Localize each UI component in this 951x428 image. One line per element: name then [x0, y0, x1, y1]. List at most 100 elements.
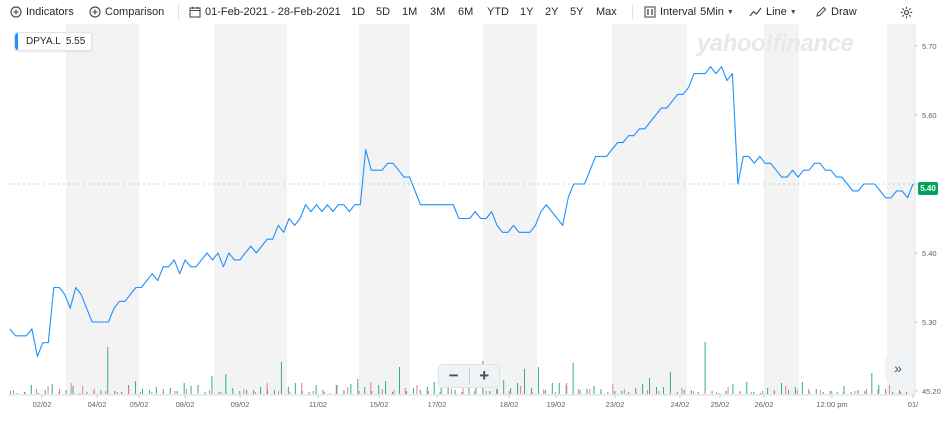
- pencil-icon: [815, 6, 827, 18]
- volume-bar-up: [649, 378, 651, 394]
- volume-bar-up: [350, 384, 352, 394]
- zoom-out-button[interactable]: −: [448, 366, 459, 385]
- volume-bar-up: [697, 392, 699, 394]
- volume-bar-down: [358, 391, 360, 394]
- volume-bar-up: [815, 389, 817, 394]
- volume-bar-down: [162, 389, 164, 394]
- volume-bar-up: [405, 391, 407, 394]
- x-tick-label: 05/02: [130, 400, 149, 409]
- range-5y[interactable]: 5Y: [570, 4, 583, 20]
- range-6m[interactable]: 6M: [458, 4, 473, 20]
- volume-bar-up: [79, 393, 81, 394]
- range-label: 5D: [376, 6, 391, 18]
- indicators-label: Indicators: [26, 6, 74, 18]
- x-tick-label: 04/02: [88, 400, 107, 409]
- volume-bar-up: [398, 367, 400, 394]
- volume-bar-up: [801, 382, 803, 394]
- x-tick-label: 11/02: [309, 400, 327, 409]
- volume-bar-down: [531, 392, 533, 394]
- volume-bar-down: [497, 389, 499, 394]
- gear-icon: [900, 6, 913, 19]
- y-tick-label: 5.60: [922, 111, 937, 120]
- volume-bar-down: [231, 393, 233, 394]
- volume-bar-down: [139, 392, 141, 394]
- volume-bar-up: [822, 392, 824, 394]
- chart-type-dropdown[interactable]: Line ▼: [749, 4, 797, 20]
- date-range-label: 01-Feb-2021 - 28-Feb-2021: [205, 6, 341, 18]
- volume-bar-up: [336, 385, 338, 394]
- volume-bar-up: [23, 392, 25, 394]
- comparison-button[interactable]: Comparison: [89, 4, 164, 20]
- toolbar-divider: [178, 4, 179, 20]
- volume-bar-up: [850, 392, 852, 394]
- volume-bar-down: [854, 391, 856, 394]
- range-1y[interactable]: 1Y: [520, 4, 533, 20]
- volume-bar-down: [888, 385, 890, 394]
- volume-bar-down: [693, 391, 695, 394]
- indicators-button[interactable]: Indicators: [10, 4, 74, 20]
- volume-bar-up: [232, 388, 234, 394]
- volume-bar-down: [208, 390, 210, 394]
- volume-bar-up: [197, 385, 199, 394]
- volume-bar-down: [508, 391, 510, 394]
- volume-bar-down: [70, 383, 72, 394]
- volume-bar-up: [808, 391, 810, 394]
- x-tick-label: 26/02: [755, 400, 774, 409]
- x-tick-label: 23/02: [606, 400, 625, 409]
- volume-bar-down: [381, 389, 383, 394]
- volume-bar-down: [877, 390, 879, 394]
- volume-bar-up: [204, 392, 206, 394]
- interval-value: 5Min: [700, 6, 724, 18]
- volume-bar-up: [100, 390, 102, 394]
- x-tick-label: 19/02: [547, 400, 566, 409]
- range-2y[interactable]: 2Y: [545, 4, 558, 20]
- settings-button[interactable]: [900, 4, 917, 20]
- volume-bar-up: [593, 386, 595, 394]
- volume-bar-up: [280, 362, 282, 394]
- zoom-in-button[interactable]: +: [479, 366, 490, 385]
- toolbar-divider: [632, 4, 633, 20]
- scroll-to-latest-button[interactable]: »: [885, 357, 911, 379]
- plus-circle-icon: [10, 6, 22, 18]
- volume-bar-down: [577, 389, 579, 394]
- interval-dropdown[interactable]: Interval 5Min ▼: [644, 4, 734, 20]
- volume-bar-down: [704, 390, 706, 394]
- grid-stripe: [483, 24, 537, 395]
- chart-area[interactable]: 5.705.605.505.405.3045.2002/0204/0205/02…: [0, 24, 951, 428]
- volume-bar-up: [419, 390, 421, 394]
- volume-bar-up: [392, 392, 394, 394]
- range-1m[interactable]: 1M: [402, 4, 417, 20]
- range-5d[interactable]: 5D: [376, 4, 390, 20]
- draw-button[interactable]: Draw: [815, 4, 857, 20]
- x-tick-label: 08/02: [176, 400, 195, 409]
- volume-bar-up: [148, 390, 150, 394]
- volume-bar-up: [510, 388, 512, 394]
- range-3m[interactable]: 3M: [430, 4, 445, 20]
- legend-chip[interactable]: DPYA.L 5.55: [14, 32, 93, 51]
- volume-bar-down: [623, 389, 625, 394]
- volume-bar-up: [899, 390, 901, 394]
- price-chart: 5.705.605.505.405.3045.2002/0204/0205/02…: [8, 24, 941, 409]
- range-ytd[interactable]: YTD: [487, 4, 509, 20]
- chart-type-label: Line: [766, 6, 787, 18]
- zoom-divider: [468, 368, 470, 384]
- volume-bar-up: [322, 390, 324, 394]
- volume-bar-down: [450, 389, 452, 394]
- volume-bar-up: [433, 382, 435, 394]
- range-max[interactable]: Max: [596, 4, 617, 20]
- price-line-series: [9, 66, 914, 358]
- volume-bar-up: [308, 392, 310, 394]
- volume-bar-down: [220, 392, 222, 394]
- date-range-button[interactable]: 01-Feb-2021 - 28-Feb-2021: [189, 4, 341, 20]
- volume-bar-up: [530, 388, 532, 394]
- range-label: 1Y: [520, 6, 534, 18]
- volume-bar-down: [716, 392, 718, 394]
- volume-bar-up: [767, 388, 769, 394]
- range-1d[interactable]: 1D: [351, 4, 365, 20]
- x-tick-label: 24/02: [671, 400, 690, 409]
- volume-bar-up: [183, 383, 185, 394]
- volume-bar-up: [836, 392, 838, 394]
- volume-bar-up: [906, 392, 908, 394]
- volume-bar-down: [243, 389, 245, 394]
- calendar-icon: [189, 6, 201, 18]
